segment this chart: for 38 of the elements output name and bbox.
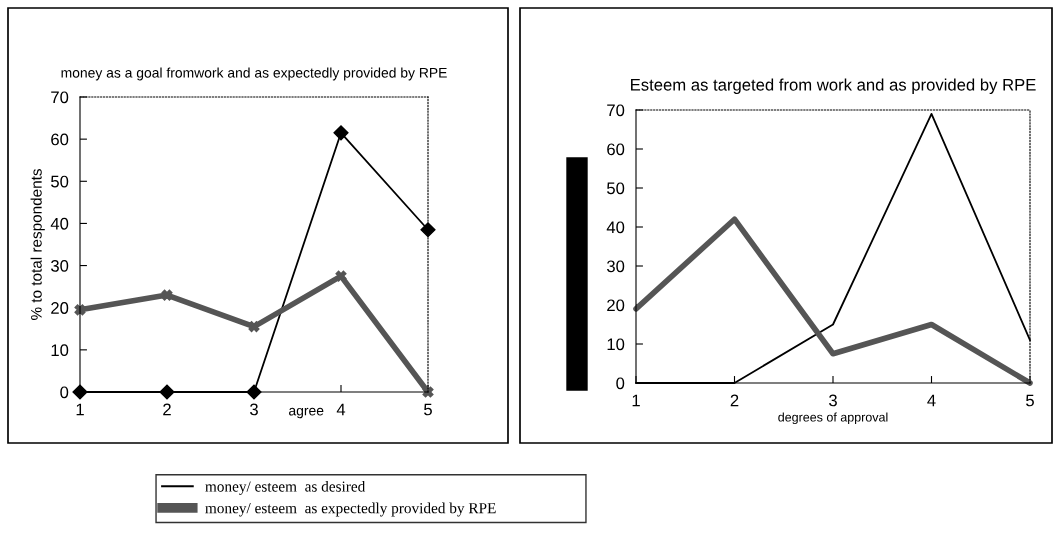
y-tick-label: 0 xyxy=(60,386,69,399)
y-tick-label: 0 xyxy=(616,377,625,390)
point xyxy=(161,289,173,301)
legend-label: money/ esteem as expectedly provided by RPE xyxy=(205,502,496,517)
y-tick-label: 40 xyxy=(606,221,625,234)
x-tick-label: 2 xyxy=(163,403,171,416)
y-tick-label: 40 xyxy=(50,217,69,230)
x-tick-label: 1 xyxy=(76,403,84,416)
x-tick-label: 4 xyxy=(336,403,346,416)
x-tick-label: 5 xyxy=(424,403,432,416)
point xyxy=(335,270,347,282)
point xyxy=(74,304,86,316)
x-tick-label: 3 xyxy=(250,403,258,416)
y-tick-label: 60 xyxy=(51,133,69,146)
y-axis-title: % to total respondents xyxy=(30,169,45,320)
chart-title: money as a goal fromwork and as expectedly provided by RPE xyxy=(61,67,447,81)
point xyxy=(248,321,260,333)
x-tick-label: 5 xyxy=(1026,394,1034,407)
legend-label: money/ esteem as desired xyxy=(205,480,366,495)
x-axis-title: degrees of approval xyxy=(778,412,888,425)
y-tick-label: 50 xyxy=(51,175,69,188)
y-tick-label: 30 xyxy=(606,260,625,273)
x-tick-label: 4 xyxy=(927,394,936,407)
y-tick-label: 20 xyxy=(607,299,625,312)
y-tick-label: 70 xyxy=(607,104,625,117)
x-axis-title: agree xyxy=(289,407,324,419)
point xyxy=(333,125,349,141)
x-tick-label: 3 xyxy=(829,394,837,407)
y-tick-label: 50 xyxy=(607,182,625,195)
y-tick-label: 20 xyxy=(51,302,69,314)
y-tick-label: 10 xyxy=(607,338,625,351)
x-tick-label: 2 xyxy=(730,394,739,407)
x-tick-label: 1 xyxy=(632,394,640,407)
y-tick-label: 60 xyxy=(607,143,625,156)
y-tick-label: 70 xyxy=(51,91,69,104)
y-tick-label: 10 xyxy=(51,344,69,357)
chart-title: Esteem as targeted from work and as provided by RPE xyxy=(631,78,1036,95)
y-tick-label: 30 xyxy=(50,259,69,272)
